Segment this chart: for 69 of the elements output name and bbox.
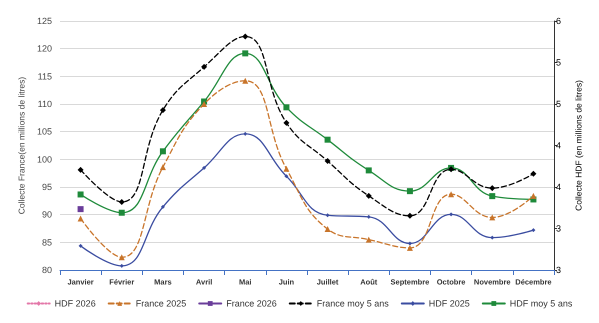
point [78, 206, 84, 212]
y-tick-label: 90 [42, 210, 52, 220]
y-tick-label: 100 [36, 154, 52, 164]
point [160, 164, 166, 170]
y2-tick-label: 5 [556, 58, 562, 68]
point [78, 166, 84, 173]
point [406, 188, 413, 194]
point [160, 204, 165, 209]
y-tick-label: 115 [38, 71, 52, 82]
point [78, 216, 84, 222]
point [284, 174, 288, 178]
point [406, 212, 413, 219]
y-tick-label: 85 [42, 237, 52, 248]
point [283, 104, 290, 110]
point [366, 236, 372, 243]
point [160, 107, 166, 114]
y-tick-label: 80 [42, 265, 52, 275]
point [118, 198, 125, 205]
point [78, 191, 84, 198]
point [283, 120, 290, 126]
point [366, 214, 371, 219]
point [530, 170, 536, 177]
y-tick-label: 125 [36, 16, 52, 26]
point [448, 191, 454, 198]
point [490, 236, 494, 240]
legend-label: France 2025 [136, 298, 186, 308]
point [324, 158, 331, 164]
point [324, 226, 331, 232]
y-tick-label: 110 [38, 99, 52, 109]
y-tick-label: 95 [42, 182, 52, 192]
y2-tick-label: 4 [556, 140, 562, 150]
point [489, 193, 496, 200]
point [530, 192, 536, 199]
point [201, 101, 208, 107]
point [242, 78, 248, 84]
y2-tick-label: 6 [556, 16, 562, 26]
y-tick-label: 120 [36, 44, 52, 54]
point [202, 166, 206, 170]
point [242, 50, 248, 56]
y2-tick-label: 5 [556, 99, 562, 109]
point [160, 148, 166, 154]
point [120, 264, 124, 268]
point [406, 244, 413, 251]
point [201, 64, 208, 70]
point [243, 132, 248, 136]
point [118, 210, 125, 216]
point [242, 33, 248, 40]
y-tick-label: 105 [36, 126, 52, 137]
legend-label: France moy 5 ans [316, 298, 390, 308]
legend-label: HDF 2025 [428, 298, 470, 308]
point [78, 244, 83, 248]
point [489, 214, 496, 220]
y2-tick-label: 3 [556, 265, 562, 275]
legend-label: HDF 2026 [54, 298, 96, 308]
y-axis-title: Collecte France(en millions de litres) [16, 76, 27, 214]
legend-label: France 2026 [226, 298, 277, 308]
y2-axis-title: Collecte HDF (en millions de litres) [574, 80, 584, 211]
point [324, 136, 331, 143]
point [326, 213, 330, 218]
legend-label: HDF moy 5 ans [510, 298, 573, 308]
point [366, 192, 372, 199]
point [118, 254, 125, 260]
y2-tick-label: 3 [556, 224, 562, 234]
point [489, 185, 496, 192]
point [449, 212, 454, 216]
point [366, 167, 372, 174]
y2-tick-label: 4 [556, 182, 562, 192]
point [531, 228, 536, 232]
point [283, 166, 290, 172]
